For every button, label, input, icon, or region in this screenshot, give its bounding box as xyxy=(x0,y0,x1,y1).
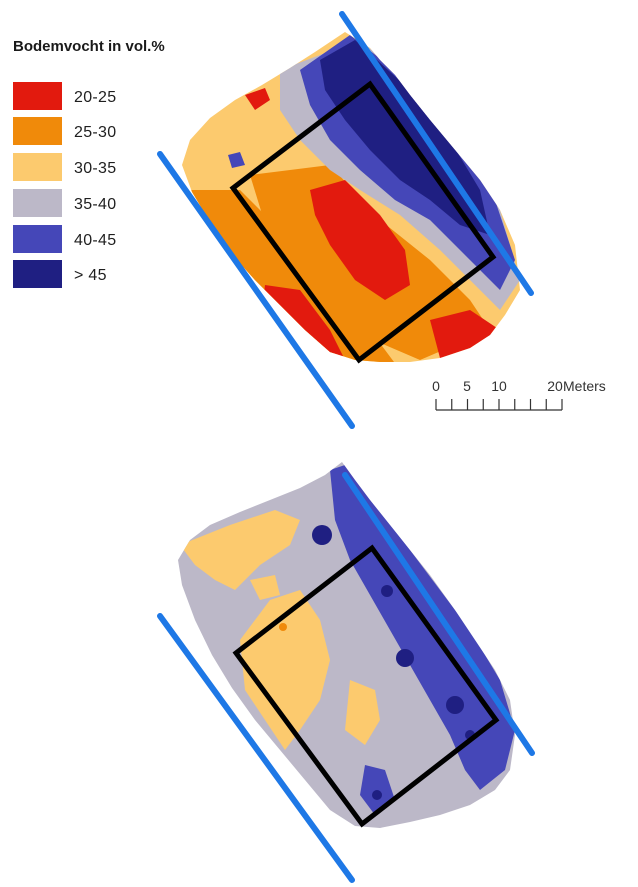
legend-label: 25-30 xyxy=(74,124,117,141)
legend: Bodemvocht in vol.% 20-25 25-30 30-35 35… xyxy=(0,0,240,300)
legend-swatch xyxy=(13,117,62,145)
legend-label: 20-25 xyxy=(74,89,117,106)
scalebar: 0 5 10 20 Meters xyxy=(425,378,635,428)
legend-item: 40-45 xyxy=(13,225,213,255)
legend-item: 25-30 xyxy=(13,117,213,147)
legend-swatch xyxy=(13,82,62,110)
map-top xyxy=(157,11,534,429)
map-bottom xyxy=(157,462,535,883)
legend-label: 40-45 xyxy=(74,232,117,249)
scalebar-units: Meters xyxy=(563,378,606,394)
legend-label: 30-35 xyxy=(74,160,117,177)
legend-swatch xyxy=(13,260,62,288)
legend-item: > 45 xyxy=(13,260,213,290)
scalebar-ruler xyxy=(435,399,563,411)
legend-swatch xyxy=(13,225,62,253)
legend-item: 35-40 xyxy=(13,189,213,219)
scalebar-tick-label: 0 xyxy=(432,378,440,394)
scalebar-tick-label: 10 xyxy=(491,378,507,394)
scalebar-tick-label: 5 xyxy=(463,378,471,394)
legend-label: 35-40 xyxy=(74,196,117,213)
legend-item: 30-35 xyxy=(13,153,213,183)
legend-title: Bodemvocht in vol.% xyxy=(13,38,165,55)
legend-swatch xyxy=(13,189,62,217)
legend-swatch xyxy=(13,153,62,181)
legend-item: 20-25 xyxy=(13,82,213,112)
scalebar-tick-label: 20 xyxy=(547,378,563,394)
legend-label: > 45 xyxy=(74,267,107,284)
